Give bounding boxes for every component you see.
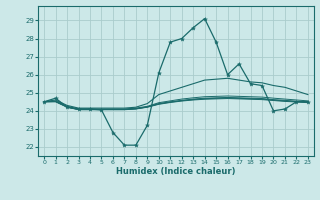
X-axis label: Humidex (Indice chaleur): Humidex (Indice chaleur) xyxy=(116,167,236,176)
